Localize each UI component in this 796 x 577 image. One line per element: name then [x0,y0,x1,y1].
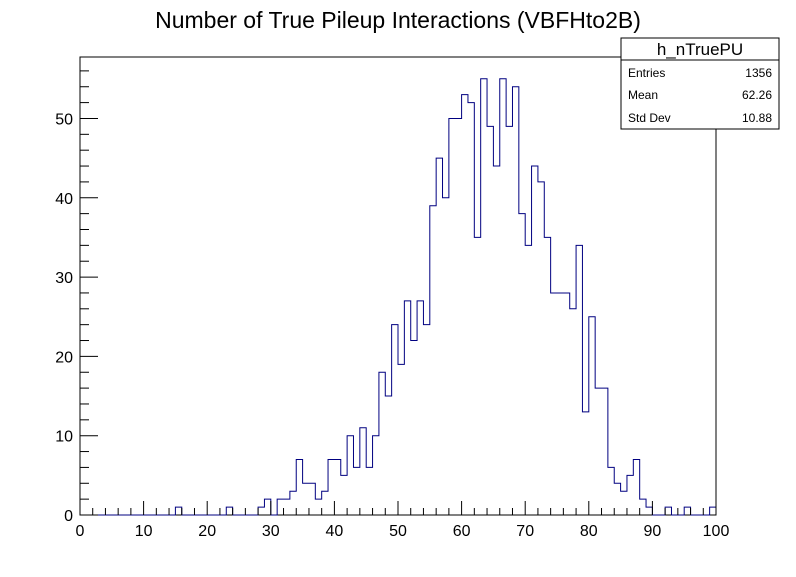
histogram-bin [665,507,671,515]
stats-stddev-label: Std Dev [628,111,671,125]
histogram-bin [602,388,608,515]
y-tick-label: 40 [55,191,73,208]
histogram-bin [411,341,417,515]
histogram-bin [423,325,429,515]
x-tick-label: 40 [326,523,344,540]
histogram-bin [277,499,283,515]
histogram-bin [303,483,309,515]
histogram-bin [493,166,499,515]
y-tick-label: 50 [55,111,73,128]
stats-box: h_nTruePU Entries 1356 Mean 62.26 Std De… [620,37,780,130]
histogram-bin [563,293,569,515]
y-tick-label: 10 [55,429,73,446]
histogram-bin [347,436,353,515]
histogram-bin [334,459,340,515]
y-tick-label: 20 [55,349,73,366]
stats-entries-value: 1356 [745,66,772,80]
histogram-bin [379,372,385,515]
histogram-bin [633,459,639,515]
x-tick-label: 10 [135,523,153,540]
histogram-bin [366,467,372,515]
histogram-bin [487,126,493,515]
histogram-bin [322,491,328,515]
histogram-bin [373,436,379,515]
histogram-bin [353,467,359,515]
stats-stddev-value: 10.88 [742,111,772,125]
x-tick-label: 60 [453,523,471,540]
y-tick-label: 30 [55,270,73,287]
stats-entries-label: Entries [628,66,665,80]
histogram-bin [512,87,518,515]
histogram-bin [455,118,461,515]
stats-mean-label: Mean [628,88,658,102]
histogram-bin [532,166,538,515]
x-tick-label: 30 [262,523,280,540]
histogram-bin [582,412,588,515]
histogram-bin [315,499,321,515]
histogram-bin [589,317,595,515]
histogram-bin [462,95,468,515]
histogram-bin [595,388,601,515]
histogram-bin [551,293,557,515]
histogram-bin [614,483,620,515]
histogram-bin [621,491,627,515]
stats-mean-value: 62.26 [742,88,772,102]
histogram-bin [284,499,290,515]
histogram-bin [264,499,270,515]
histogram-bin [500,79,506,515]
x-tick-label: 90 [644,523,662,540]
histogram-bin [570,309,576,515]
histogram-bin [258,507,264,515]
histogram-bin [392,325,398,515]
histogram-bin [430,206,436,515]
histogram-bin [481,79,487,515]
x-tick-label: 0 [76,523,85,540]
x-tick-label: 100 [703,523,730,540]
histogram-bin [576,245,582,515]
histogram-bin [646,507,652,515]
histogram-bin [474,237,480,515]
histogram-bin [710,507,716,515]
histogram-bin [436,158,442,515]
histogram-bin [360,428,366,515]
histogram-bin [557,293,563,515]
histogram-bin [309,483,315,515]
histogram-bin [525,245,531,515]
histogram-bin [538,182,544,515]
histogram-bin [640,499,646,515]
y-tick-label: 0 [64,508,73,525]
histogram-bin [341,475,347,515]
histogram-bin [398,364,404,515]
histogram-bin [519,214,525,515]
chart-title: Number of True Pileup Interactions (VBFH… [155,7,641,33]
x-tick-label: 20 [198,523,216,540]
histogram-bin [468,103,474,515]
histogram-bin [443,198,449,515]
x-tick-label: 70 [516,523,534,540]
histogram-bin [404,301,410,515]
histogram-bin [627,475,633,515]
histogram-bin [417,301,423,515]
histogram-bin [290,491,296,515]
stats-box-frame [620,37,780,130]
x-tick-label: 80 [580,523,598,540]
histogram-bin [608,467,614,515]
x-tick-label: 50 [389,523,407,540]
histogram-bin [506,126,512,515]
histogram-bin [328,459,334,515]
histogram-bin [296,459,302,515]
histogram-bin [385,396,391,515]
histogram-bin [226,507,232,515]
histogram-bin [449,118,455,515]
histogram-bin [544,237,550,515]
stats-box-title: h_nTruePU [657,40,743,59]
histogram-bin [175,507,181,515]
histogram-bin [684,507,690,515]
